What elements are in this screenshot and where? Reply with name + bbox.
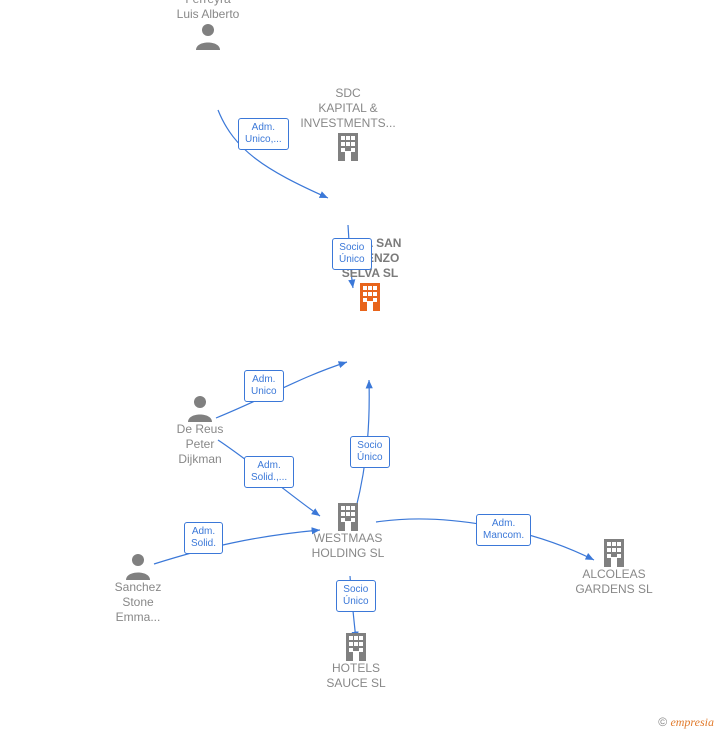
node-ferreyra[interactable]: Ferreyra Luis Alberto <box>148 0 268 50</box>
building-icon <box>310 281 430 311</box>
node-dereus[interactable]: De Reus Peter Dijkman <box>140 394 260 467</box>
edge-label-dereus-westmaas: Adm. Solid.,... <box>244 456 294 488</box>
edge-label-ferreyra-sdc: Adm. Unico,... <box>238 118 289 150</box>
edge-label-westmaas-villa: Socio Único <box>350 436 390 468</box>
person-icon <box>148 22 268 50</box>
node-label-westmaas: WESTMAAS HOLDING SL <box>288 531 408 561</box>
node-label-ferreyra: Ferreyra Luis Alberto <box>148 0 268 22</box>
node-label-hotels: HOTELS SAUCE SL <box>296 661 416 691</box>
node-hotels[interactable]: HOTELS SAUCE SL <box>296 631 416 691</box>
person-icon <box>78 552 198 580</box>
edge-label-westmaas-hotels: Socio Único <box>336 580 376 612</box>
diagram-canvas: Ferreyra Luis Alberto SDC KAPITAL & INVES… <box>0 0 728 740</box>
node-label-alcoleas: ALCOLEAS GARDENS SL <box>554 567 674 597</box>
node-westmaas[interactable]: WESTMAAS HOLDING SL <box>288 501 408 561</box>
node-alcoleas[interactable]: ALCOLEAS GARDENS SL <box>554 537 674 597</box>
node-sanchez[interactable]: Sanchez Stone Emma... <box>78 552 198 625</box>
copyright-symbol: © <box>658 715 667 729</box>
building-icon <box>296 631 416 661</box>
building-icon <box>288 131 408 161</box>
node-label-sdc: SDC KAPITAL & INVESTMENTS... <box>288 86 408 131</box>
person-icon <box>140 394 260 422</box>
node-sdc[interactable]: SDC KAPITAL & INVESTMENTS... <box>288 86 408 161</box>
node-label-dereus: De Reus Peter Dijkman <box>140 422 260 467</box>
edge-label-westmaas-alcoleas: Adm. Mancom. <box>476 514 531 546</box>
footer: © empresia <box>658 715 714 730</box>
node-label-sanchez: Sanchez Stone Emma... <box>78 580 198 625</box>
edge-label-dereus-villa: Adm. Unico <box>244 370 284 402</box>
brand-name: empresia <box>670 715 714 729</box>
building-icon <box>288 501 408 531</box>
building-icon <box>554 537 674 567</box>
edge-label-sdc-villa: Socio Único <box>332 238 372 270</box>
edge-label-sanchez-westmaas: Adm. Solid. <box>184 522 223 554</box>
